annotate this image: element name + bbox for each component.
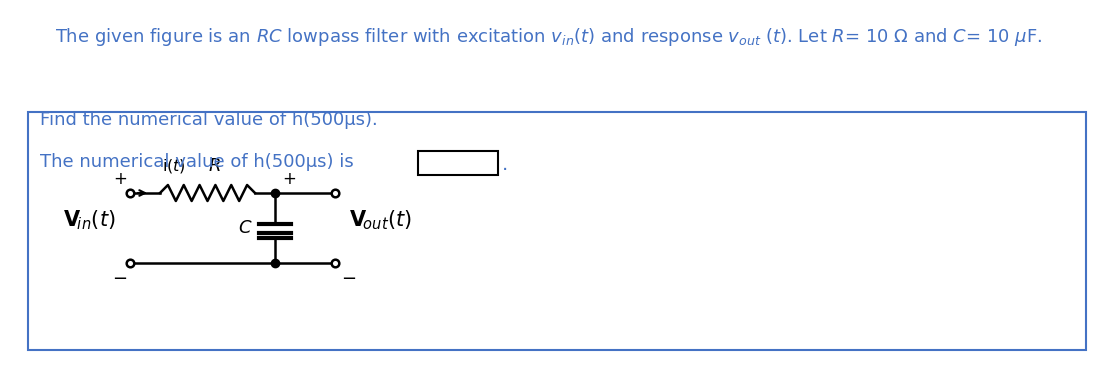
Text: +: + <box>114 170 127 188</box>
Text: $-$: $-$ <box>112 268 128 286</box>
Text: $-$: $-$ <box>342 268 356 286</box>
Text: i($t$): i($t$) <box>162 157 186 175</box>
Text: +: + <box>282 170 296 188</box>
Text: $\mathbf{V}_{\!\it{in}}$($t$): $\mathbf{V}_{\!\it{in}}$($t$) <box>63 208 116 232</box>
FancyBboxPatch shape <box>28 112 1086 350</box>
Text: The given figure is an $\it{RC}$ lowpass filter with excitation $v_{\it{in}}$($t: The given figure is an $\it{RC}$ lowpass… <box>55 26 1043 48</box>
FancyBboxPatch shape <box>418 151 498 175</box>
Text: The numerical value of h(500μs) is: The numerical value of h(500μs) is <box>40 153 354 171</box>
Text: .: . <box>502 155 509 174</box>
Text: $\it{R}$: $\it{R}$ <box>208 157 220 175</box>
Text: $\it{C}$: $\it{C}$ <box>238 219 253 237</box>
Text: Find the numerical value of h(500μs).: Find the numerical value of h(500μs). <box>40 111 377 129</box>
Text: $\mathbf{V}_{\!\it{out}}$($t$): $\mathbf{V}_{\!\it{out}}$($t$) <box>349 208 412 232</box>
